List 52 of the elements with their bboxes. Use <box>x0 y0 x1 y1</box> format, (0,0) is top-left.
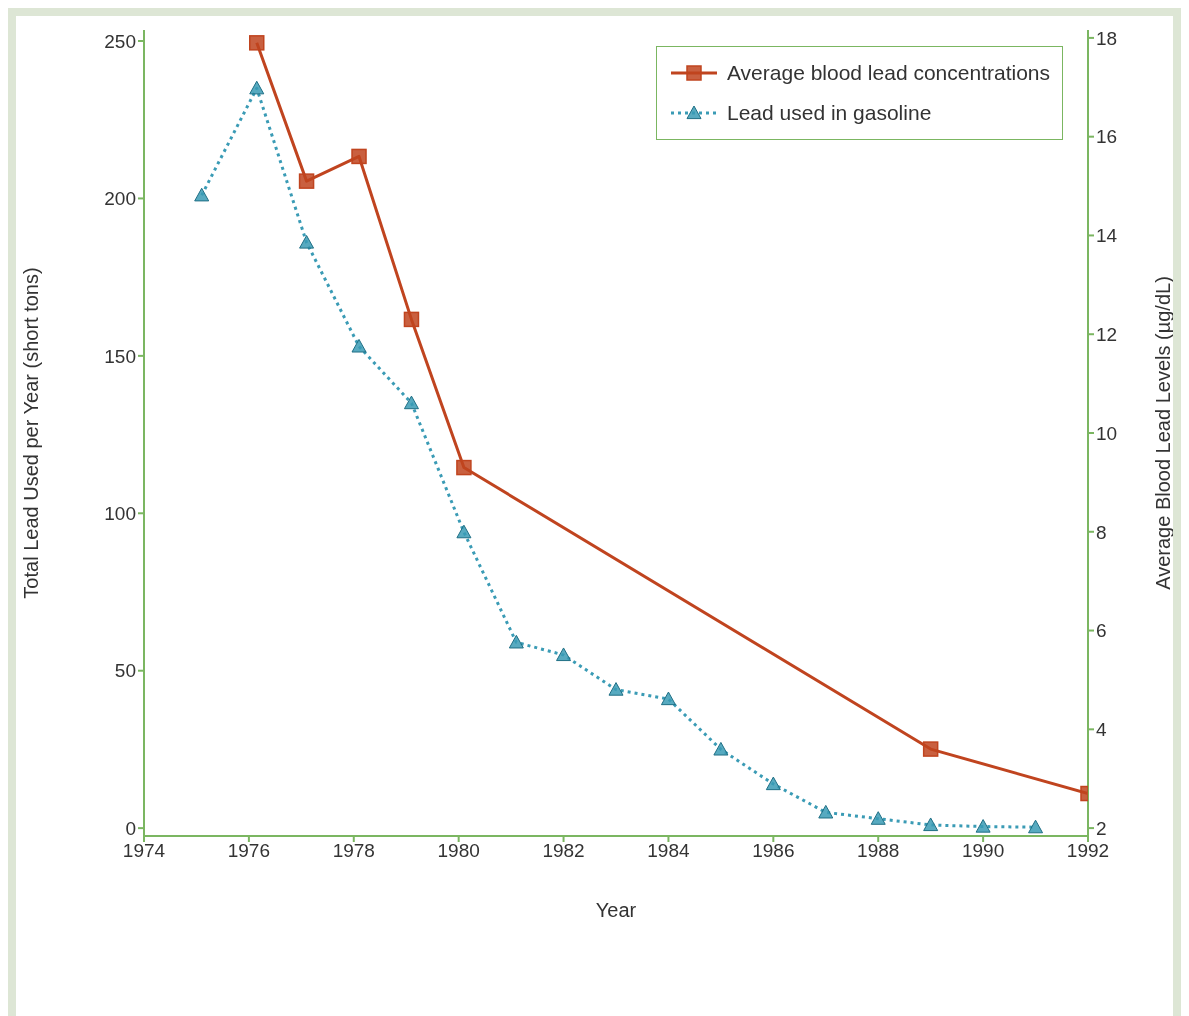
y2-tick-label: 8 <box>1096 521 1107 543</box>
point <box>765 776 781 791</box>
point <box>922 741 939 757</box>
y-tick-label: 50 <box>114 660 136 682</box>
point <box>923 817 939 832</box>
x-tick-label: 1988 <box>857 840 900 862</box>
point <box>870 811 886 825</box>
x-tick-label: 1978 <box>332 840 375 862</box>
x-tick-label: 1992 <box>1066 840 1110 862</box>
point <box>975 819 991 833</box>
y2-tick-label: 6 <box>1096 620 1107 642</box>
x-tick-label: 1990 <box>961 840 1005 862</box>
point <box>299 235 315 249</box>
point <box>1028 819 1044 834</box>
point <box>403 311 420 328</box>
point <box>249 80 265 95</box>
y-axis-title: Total Lead Used per Year (short tons) <box>20 267 43 599</box>
point <box>456 459 472 476</box>
point <box>818 804 834 819</box>
x-tick-label: 1984 <box>647 840 690 862</box>
x-tick-label: 1982 <box>542 840 585 862</box>
point <box>194 187 210 202</box>
y-tick-label: 200 <box>104 188 136 210</box>
point <box>298 173 315 189</box>
x-tick-label: 1986 <box>752 840 795 862</box>
legend-label: Lead used in gasoline <box>726 101 932 125</box>
x-tick-label: 1974 <box>122 840 166 862</box>
y2-tick-label: 4 <box>1096 719 1107 741</box>
point <box>456 524 472 539</box>
y-tick-label: 100 <box>104 503 136 525</box>
point <box>660 691 676 706</box>
x-tick-label: 1980 <box>437 840 480 862</box>
x-tick-label: 1976 <box>227 840 271 862</box>
point <box>351 338 367 353</box>
point <box>556 647 572 662</box>
point <box>508 634 524 649</box>
legend-label: Average blood lead concentrations <box>726 61 1050 85</box>
y-tick-label: 150 <box>104 345 136 367</box>
y-tick-label: 0 <box>125 817 136 839</box>
point <box>608 682 624 696</box>
y2-tick-label: 10 <box>1096 422 1118 444</box>
x-axis-title: Year <box>595 899 637 921</box>
point <box>713 741 729 756</box>
y2-tick-label: 2 <box>1096 817 1107 839</box>
point <box>249 35 265 51</box>
y2-tick-label: 16 <box>1096 126 1118 148</box>
point <box>403 395 419 410</box>
y-tick-label: 250 <box>104 30 136 52</box>
y2-tick-label: 12 <box>1096 323 1118 345</box>
point <box>351 148 367 165</box>
y2-tick-label: 14 <box>1096 225 1118 247</box>
y2-tick-label: 18 <box>1096 27 1118 49</box>
